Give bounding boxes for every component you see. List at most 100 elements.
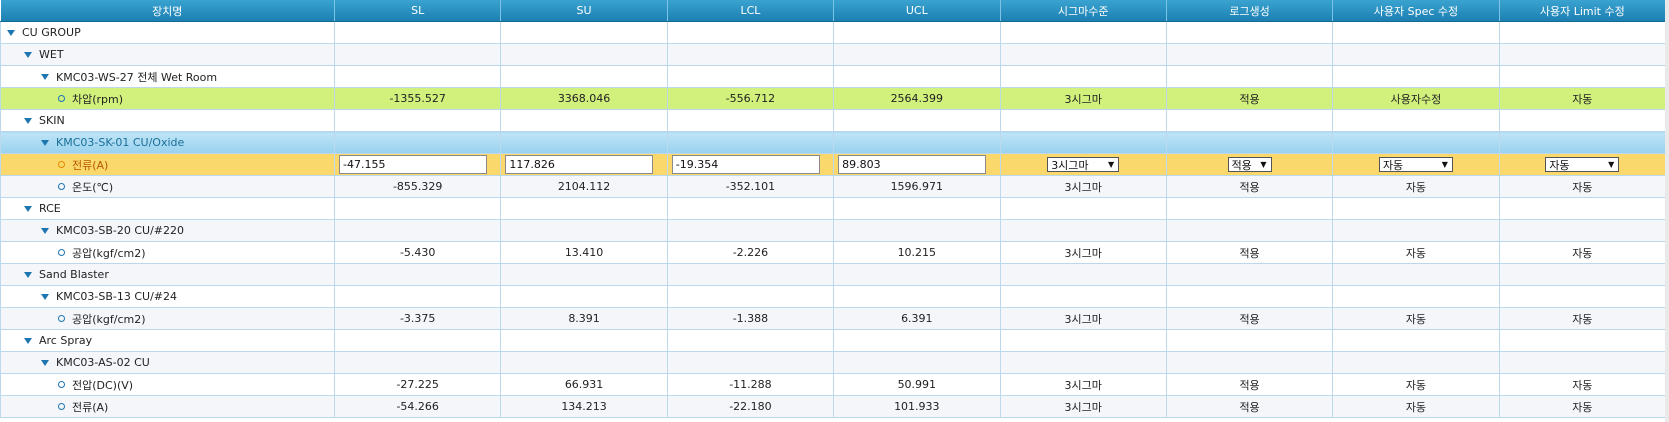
tree-group-row[interactable]: WET [0,43,1667,66]
sigma-level-select[interactable]: 3시그마 ▼ [1047,157,1120,172]
tree-node-cell[interactable]: KMC03-SK-01 CU/Oxide [0,131,335,154]
tree-node[interactable]: 공압(kgf/cm2) [2,308,334,329]
su-input[interactable] [505,155,654,174]
tree-node[interactable]: KMC03-WS-27 전체 Wet Room [2,66,334,87]
lcl-input[interactable] [671,155,820,174]
empty-cell [666,43,835,66]
sl-cell[interactable] [333,153,502,176]
tree-node-cell[interactable]: 공압(kgf/cm2) [0,241,335,264]
tree-node-cell[interactable]: 공압(kgf/cm2) [0,307,335,330]
tree-leaf-row[interactable]: 공압(kgf/cm2) -3.375 8.391 -1.388 6.391 3시그마 적용 자… [0,307,1667,330]
header-sigma-level[interactable]: 시그마수준 [1000,0,1167,22]
empty-cell [999,21,1167,44]
tree-group-row[interactable]: KMC03-SB-20 CU/#220 [0,219,1667,242]
expand-arrow-icon[interactable] [24,271,32,278]
header-sl[interactable]: SL [334,0,502,22]
log-cell[interactable]: 적용 ▼ [1165,153,1334,176]
lcl-cell[interactable] [666,153,835,176]
empty-cell [1498,329,1667,352]
tree-group-row[interactable]: KMC03-SK-01 CU/Oxide [0,131,1667,154]
user-spec-select[interactable]: 자동 ▼ [1378,157,1453,172]
header-ucl[interactable]: UCL [833,0,1001,22]
expand-arrow-icon[interactable] [41,293,49,300]
tree-node[interactable]: WET [2,44,334,65]
tree-node[interactable]: RCE [2,198,334,219]
ucl-cell: 6.391 [833,307,1001,330]
tree-node[interactable]: 전류(A) [2,154,334,175]
tree-node-cell[interactable]: KMC03-SB-13 CU/#24 [0,285,335,308]
tree-node-cell[interactable]: Sand Blaster [0,263,335,286]
tree-node-label: CU GROUP [22,26,81,39]
tree-node-cell[interactable]: KMC03-WS-27 전체 Wet Room [0,65,335,88]
tree-node[interactable]: SKIN [2,110,334,131]
tree-node-cell[interactable]: 온도(℃) [0,175,335,198]
tree-leaf-row[interactable]: 온도(℃) -855.329 2104.112 -352.101 1596.971 3시그… [0,175,1667,198]
tree-node[interactable]: KMC03-SB-20 CU/#220 [2,220,334,241]
tree-node-cell[interactable]: KMC03-SB-20 CU/#220 [0,219,335,242]
limit-cell[interactable]: 자동 ▼ [1498,153,1667,176]
expand-arrow-icon[interactable] [24,205,32,212]
tree-node[interactable]: Sand Blaster [2,264,334,285]
expand-arrow-icon[interactable] [7,29,15,36]
expand-arrow-icon[interactable] [41,359,49,366]
tree-group-row[interactable]: KMC03-SB-13 CU/#24 [0,285,1667,308]
expand-arrow-icon[interactable] [41,73,49,80]
header-device-name[interactable]: 장치명 [0,0,335,22]
tree-node-cell[interactable]: 전류(A) [0,395,335,418]
tree-node[interactable]: 온도(℃) [2,176,334,197]
header-su[interactable]: SU [500,0,668,22]
tree-group-row[interactable]: Sand Blaster [0,263,1667,286]
tree-node[interactable]: KMC03-SK-01 CU/Oxide [2,132,334,153]
expand-arrow-icon[interactable] [41,227,49,234]
tree-leaf-row[interactable]: 차압(rpm) -1355.527 3368.046 -556.712 2564.399… [0,87,1667,110]
ucl-cell[interactable] [833,153,1001,176]
spec-cell[interactable]: 자동 ▼ [1332,153,1500,176]
tree-group-row[interactable]: SKIN [0,109,1667,132]
vertical-scrollbar[interactable] [1665,0,1669,422]
header-log-generation[interactable]: 로그생성 [1166,0,1334,22]
tree-node-cell[interactable]: 전압(DC)(V) [0,373,335,396]
empty-cell [833,109,1001,132]
tree-node[interactable]: 전압(DC)(V) [2,374,334,395]
limit-cell: 자동 [1498,395,1667,418]
tree-node[interactable]: Arc Spray [2,330,334,351]
tree-node-cell[interactable]: 차압(rpm) [0,87,335,110]
user-limit-select[interactable]: 자동 ▼ [1545,157,1620,172]
tree-node-cell[interactable]: WET [0,43,335,66]
tree-node[interactable]: KMC03-SB-13 CU/#24 [2,286,334,307]
expand-arrow-icon[interactable] [41,139,49,146]
expand-arrow-icon[interactable] [24,337,32,344]
tree-group-row[interactable]: Arc Spray [0,329,1667,352]
tree-node[interactable]: 전류(A) [2,396,334,417]
header-user-spec-edit[interactable]: 사용자 Spec 수정 [1332,0,1500,22]
tree-group-row[interactable]: KMC03-AS-02 CU [0,351,1667,374]
lcl-cell: -352.101 [666,175,835,198]
tree-leaf-row[interactable]: 공압(kgf/cm2) -5.430 13.410 -2.226 10.215 3시그마 적… [0,241,1667,264]
tree-group-row[interactable]: KMC03-WS-27 전체 Wet Room [0,65,1667,88]
tree-node-cell[interactable]: Arc Spray [0,329,335,352]
tree-node[interactable]: 차압(rpm) [2,88,334,109]
header-user-limit-edit[interactable]: 사용자 Limit 수정 [1499,0,1667,22]
su-cell[interactable] [500,153,668,176]
sigma-cell[interactable]: 3시그마 ▼ [999,153,1167,176]
tree-node-cell[interactable]: KMC03-AS-02 CU [0,351,335,374]
expand-arrow-icon[interactable] [24,51,32,58]
tree-node-cell[interactable]: SKIN [0,109,335,132]
log-generation-select[interactable]: 적용 ▼ [1227,157,1272,172]
sl-input[interactable] [339,155,487,174]
header-lcl[interactable]: LCL [667,0,835,22]
tree-group-row[interactable]: RCE [0,197,1667,220]
tree-node-cell[interactable]: 전류(A) [0,153,335,176]
tree-node[interactable]: CU GROUP [2,22,334,43]
tree-group-row[interactable]: CU GROUP [0,21,1667,44]
tree-node-cell[interactable]: RCE [0,197,335,220]
expand-arrow-icon[interactable] [24,117,32,124]
tree-node-cell[interactable]: CU GROUP [0,21,335,44]
tree-node[interactable]: 공압(kgf/cm2) [2,242,334,263]
ucl-input[interactable] [838,155,987,174]
tree-leaf-row[interactable]: 전류(A) -54.266 134.213 -22.180 101.933 3시그마 적용 자… [0,395,1667,418]
tree-leaf-row[interactable]: 전압(DC)(V) -27.225 66.931 -11.288 50.991 3시그마 적… [0,373,1667,396]
tree-node[interactable]: KMC03-AS-02 CU [2,352,334,373]
spec-cell: 자동 [1332,175,1500,198]
tree-leaf-row[interactable]: 전류(A) 3시그마 ▼ 적용 ▼ 자동 ▼ 자동 ▼ [0,153,1667,176]
